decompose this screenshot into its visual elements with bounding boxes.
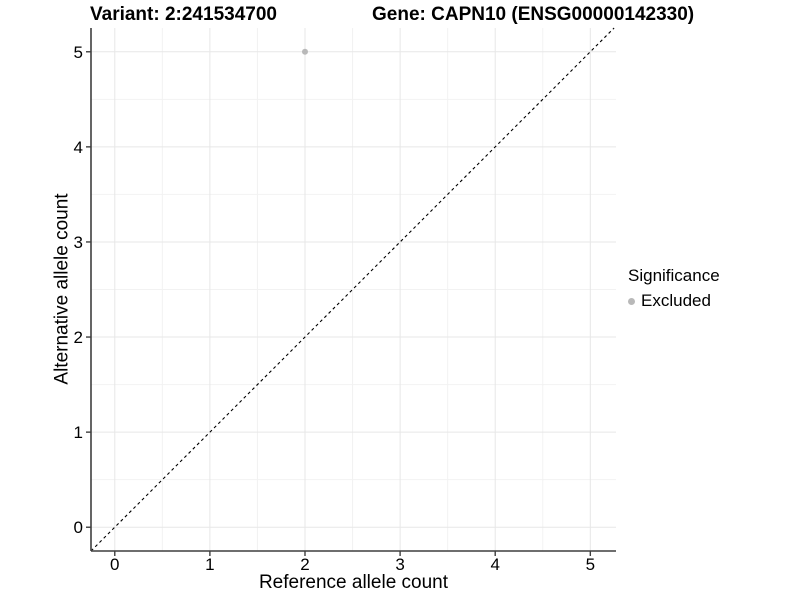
- gene-title: Gene: CAPN10 (ENSG00000142330): [372, 4, 695, 25]
- variant-title: Variant: 2:241534700: [90, 4, 277, 25]
- legend-item-excluded: Excluded: [628, 291, 720, 311]
- legend-label-excluded: Excluded: [641, 291, 711, 310]
- y-tick-label: 2: [74, 328, 83, 347]
- y-tick-label: 4: [74, 138, 83, 157]
- x-tick-label: 4: [490, 555, 499, 574]
- x-tick-label: 5: [586, 555, 595, 574]
- y-tick-label: 1: [74, 423, 83, 442]
- legend: Significance Excluded: [628, 266, 720, 311]
- x-tick-label: 3: [395, 555, 404, 574]
- x-tick-label: 0: [110, 555, 119, 574]
- x-axis-title: Reference allele count: [258, 572, 449, 593]
- y-tick-label: 3: [74, 233, 83, 252]
- x-tick-label: 1: [205, 555, 214, 574]
- y-tick-label: 0: [74, 518, 83, 537]
- data-point: [301, 48, 308, 55]
- legend-title: Significance: [628, 266, 720, 285]
- excluded-marker-icon: [628, 297, 635, 305]
- y-tick-label: 5: [74, 43, 83, 62]
- y-axis-title: Alternative allele count: [51, 193, 73, 385]
- x-tick-label: 2: [300, 555, 309, 574]
